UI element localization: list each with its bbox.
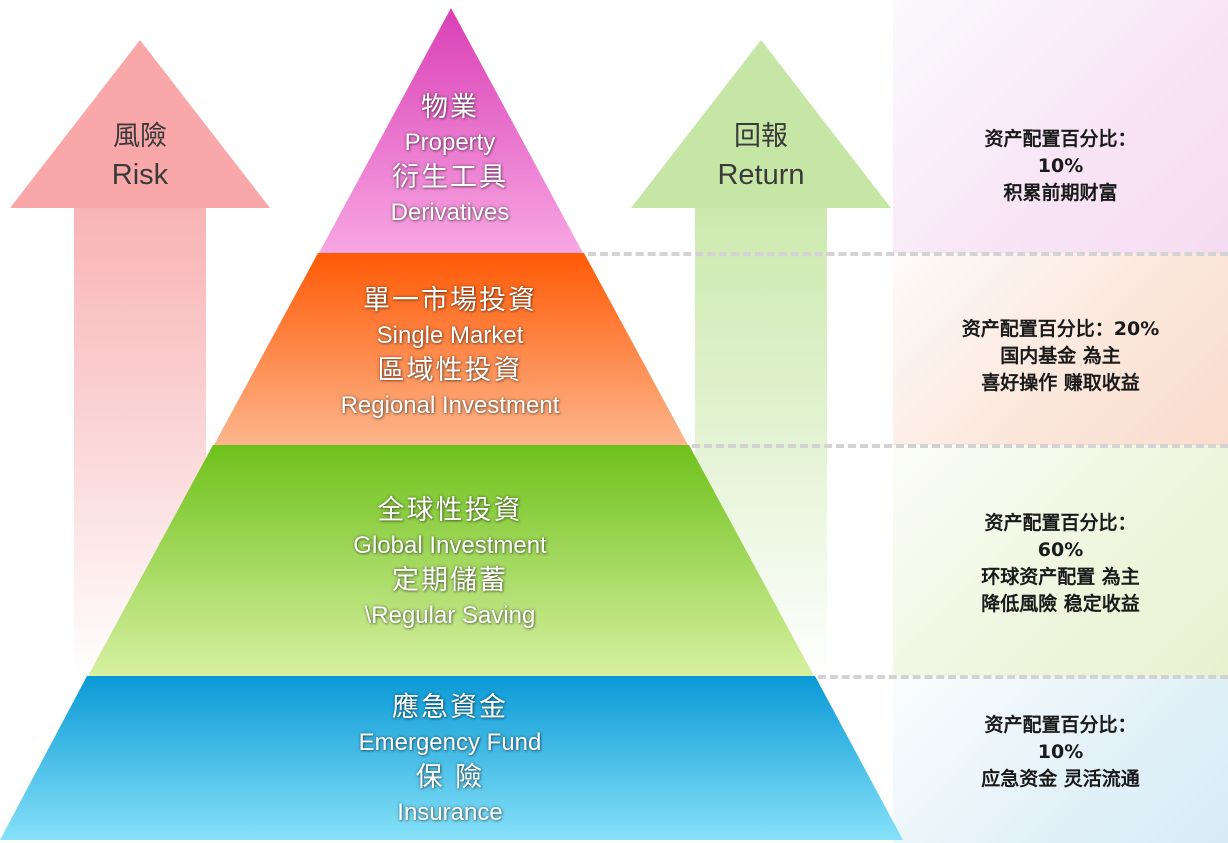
risk-label-zh: 風險 xyxy=(113,121,167,152)
risk-arrow-head xyxy=(10,40,270,208)
tier-emergency-fund-zh: 應急資金 xyxy=(392,692,508,723)
tier-regional-en: Regional Investment xyxy=(340,392,560,419)
pyramid-tier-single-market xyxy=(214,253,688,445)
allocation-note-3-line1: 资产配置百分比： xyxy=(984,512,1137,534)
return-label: 回報 Return xyxy=(631,118,891,194)
allocation-note-2: 资产配置百分比：20% 国内基金 為主 喜好操作 赚取收益 xyxy=(893,316,1228,397)
tier-single-market-text: 單一市場投資 Single Market 區域性投資 Regional Inve… xyxy=(230,283,670,423)
allocation-panel-third xyxy=(893,445,1228,676)
allocation-note-2-line2: 国内基金 為主 xyxy=(1000,345,1121,367)
allocation-note-4-line3: 应急资金 灵活流通 xyxy=(981,768,1140,790)
risk-label: 風險 Risk xyxy=(10,118,270,194)
allocation-note-2-line3: 喜好操作 赚取收益 xyxy=(981,372,1140,394)
allocation-note-3-line3: 环球资产配置 為主 xyxy=(981,566,1140,588)
pyramid-tier-global-investment xyxy=(88,445,814,676)
tier-single-market-en: Single Market xyxy=(376,322,524,349)
pyramid-tier-emergency-fund xyxy=(0,676,903,840)
tier-global-investment-en: Global Investment xyxy=(353,532,547,559)
tier-regional-zh: 區域性投資 xyxy=(377,355,523,386)
tier-insurance-zh: 保 險 xyxy=(415,762,485,793)
return-arrow-head xyxy=(631,40,891,208)
allocation-panel-top xyxy=(893,0,1228,253)
allocation-note-4-line1: 资产配置百分比： xyxy=(984,714,1137,736)
tier-insurance-en: Insurance xyxy=(397,799,503,826)
allocation-panel-second xyxy=(893,253,1228,445)
tier-emergency-fund-en: Emergency Fund xyxy=(358,729,542,756)
allocation-note-1: 资产配置百分比： 10% 积累前期财富 xyxy=(893,126,1228,207)
tier-property-text: 物業 Property 衍生工具 Derivatives xyxy=(320,90,580,230)
separator-1 xyxy=(588,252,1228,256)
tier-regular-saving-zh: 定期儲蓄 xyxy=(392,565,508,596)
allocation-note-1-line3: 积累前期财富 xyxy=(1003,182,1118,204)
allocation-note-4: 资产配置百分比： 10% 应急资金 灵活流通 xyxy=(893,712,1228,793)
allocation-note-2-line1: 资产配置百分比：20% xyxy=(961,318,1160,340)
allocation-note-3: 资产配置百分比： 60% 环球资产配置 為主 降低風險 稳定收益 xyxy=(893,510,1228,618)
tier-derivatives-zh: 衍生工具 xyxy=(392,162,508,193)
tier-regular-saving-en: \Regular Saving xyxy=(364,602,536,629)
return-label-zh: 回報 xyxy=(734,121,788,152)
risk-arrow xyxy=(10,40,270,680)
tier-property-en: Property xyxy=(404,129,496,156)
tier-global-investment-zh: 全球性投資 xyxy=(377,495,523,526)
tier-single-market-zh: 單一市場投資 xyxy=(363,285,537,316)
return-label-en: Return xyxy=(717,159,805,191)
tier-emergency-fund-text: 應急資金 Emergency Fund 保 險 Insurance xyxy=(100,690,800,830)
allocation-note-3-line4: 降低風險 稳定收益 xyxy=(981,593,1140,615)
allocation-note-3-line2: 60% xyxy=(1037,539,1084,561)
tier-global-investment-text: 全球性投資 Global Investment 定期儲蓄 \Regular Sa… xyxy=(150,493,750,633)
allocation-panel-bottom xyxy=(893,676,1228,843)
separator-2 xyxy=(692,444,1228,448)
separator-3 xyxy=(818,675,1228,679)
tier-derivatives-en: Derivatives xyxy=(390,199,510,226)
allocation-note-4-line2: 10% xyxy=(1037,741,1084,763)
allocation-note-1-line1: 资产配置百分比： xyxy=(984,128,1137,150)
risk-label-en: Risk xyxy=(111,159,169,191)
pyramid-tier-property xyxy=(319,8,583,253)
allocation-note-1-line2: 10% xyxy=(1037,155,1084,177)
tier-property-zh: 物業 xyxy=(421,92,479,123)
